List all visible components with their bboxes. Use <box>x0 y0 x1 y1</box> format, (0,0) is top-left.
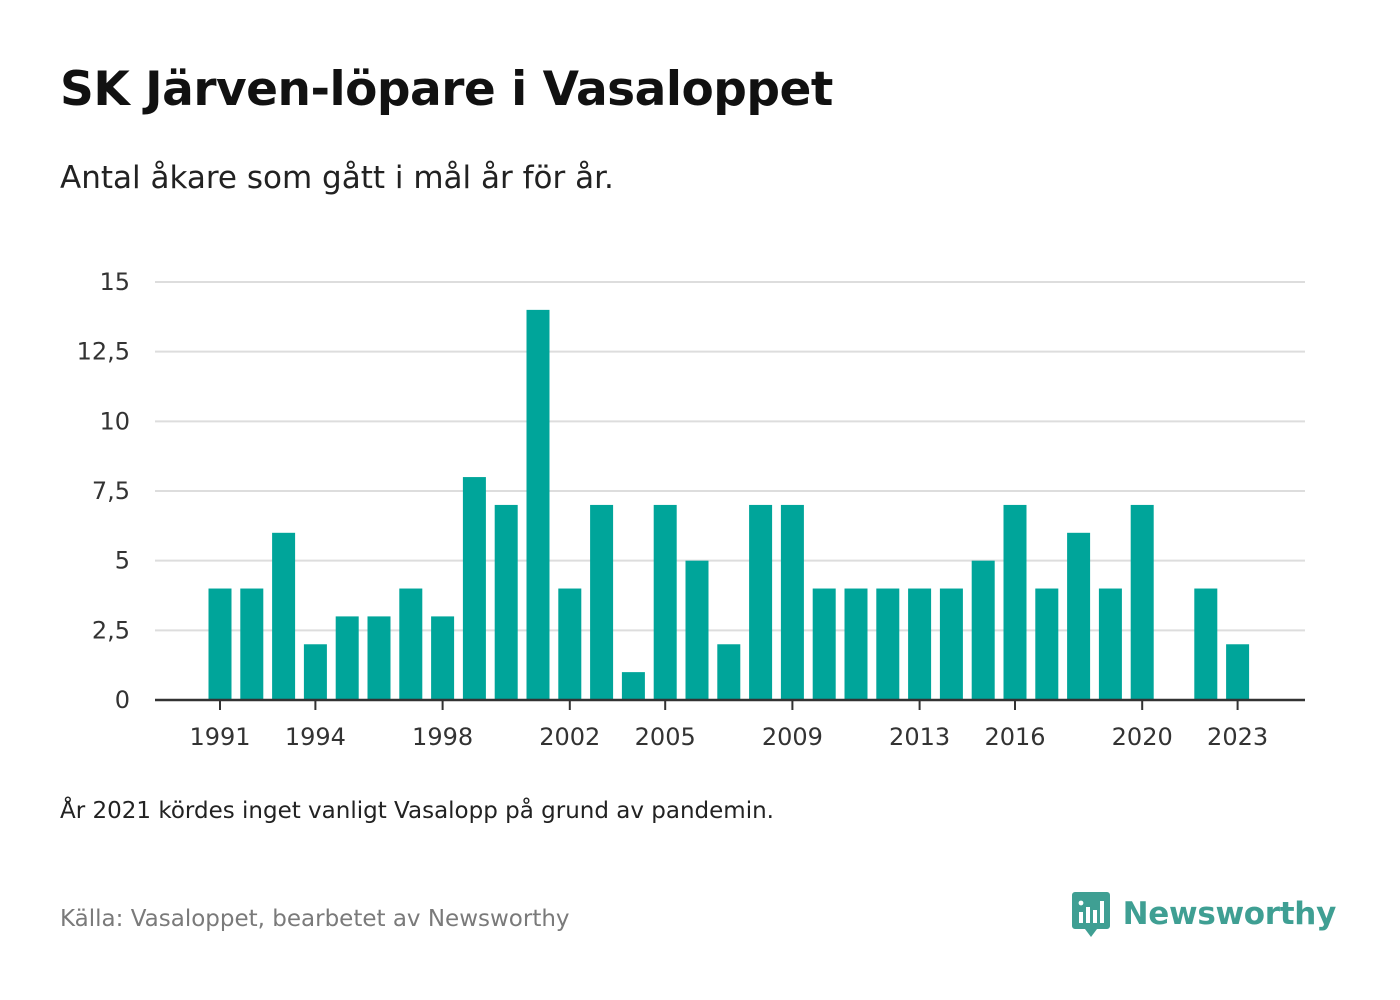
chart-subtitle: Antal åkare som gått i mål år för år. <box>60 160 614 196</box>
bar-2001 <box>526 309 550 700</box>
y-tick-label: 2,5 <box>92 616 130 644</box>
x-tick-label: 2023 <box>1207 723 1268 751</box>
bar-1993 <box>272 532 296 700</box>
bar-2008 <box>749 504 773 700</box>
y-tick-label: 7,5 <box>92 477 130 505</box>
bar-2015 <box>971 560 995 700</box>
x-tick-label: 2020 <box>1112 723 1173 751</box>
x-tick-label: 2002 <box>539 723 600 751</box>
x-tick-label: 1994 <box>285 723 346 751</box>
bar-2017 <box>1035 588 1059 700</box>
bar-2004 <box>621 672 645 700</box>
source-credit: Källa: Vasaloppet, bearbetet av Newswort… <box>60 906 570 932</box>
bar-1998 <box>431 616 455 700</box>
x-axis-tick-labels: 1991 1994 1998 2002 2005 2009 2013 2016 2020 2023 <box>189 700 1268 751</box>
bar-chart: 0 2,5 5 7,5 10 12,5 15 1991 1994 1998 2002 2005 200… <box>77 268 1305 751</box>
bar-2000 <box>494 504 518 700</box>
bar-2019 <box>1098 588 1122 700</box>
bar-1991 <box>208 588 232 700</box>
bar-2009 <box>780 504 804 700</box>
bar-2007 <box>717 644 741 700</box>
bar-2014 <box>939 588 963 700</box>
bar-2018 <box>1067 532 1091 700</box>
x-tick-label: 2013 <box>889 723 950 751</box>
bar-2013 <box>908 588 932 700</box>
bar-2020 <box>1130 504 1154 700</box>
bar-2002 <box>558 588 582 700</box>
bar-1995 <box>335 616 359 700</box>
chart-title: SK Järven-löpare i Vasaloppet <box>60 62 833 117</box>
bar-2003 <box>590 504 614 700</box>
y-tick-label: 10 <box>99 407 130 435</box>
x-tick-label: 2005 <box>635 723 696 751</box>
y-tick-label: 12,5 <box>77 338 130 366</box>
bar-2022 <box>1194 588 1218 700</box>
x-tick-label: 2009 <box>762 723 823 751</box>
brand-logo: Newsworthy <box>1071 890 1336 938</box>
y-tick-label: 5 <box>115 547 130 575</box>
x-tick-label: 1991 <box>189 723 250 751</box>
chart-note: År 2021 kördes inget vanligt Vasalopp på… <box>60 798 774 824</box>
bar-2010 <box>812 588 836 700</box>
bar-2005 <box>653 504 677 700</box>
bar-1994 <box>303 644 327 700</box>
bar-1996 <box>367 616 391 700</box>
y-axis-tick-labels: 0 2,5 5 7,5 10 12,5 15 <box>77 268 130 714</box>
bar-2023 <box>1226 644 1250 700</box>
bar-2011 <box>844 588 868 700</box>
y-tick-label: 15 <box>99 268 130 296</box>
bar-2006 <box>685 560 709 700</box>
bar-2012 <box>876 588 900 700</box>
x-tick-label: 1998 <box>412 723 473 751</box>
bars <box>208 309 1250 700</box>
y-tick-label: 0 <box>115 686 130 714</box>
newsworthy-logo-icon <box>1071 892 1110 937</box>
brand-name: Newsworthy <box>1122 896 1337 932</box>
bar-2016 <box>1003 504 1027 700</box>
bar-1992 <box>240 588 264 700</box>
bar-1997 <box>399 588 423 700</box>
bar-1999 <box>462 477 486 700</box>
x-tick-label: 2016 <box>984 723 1045 751</box>
